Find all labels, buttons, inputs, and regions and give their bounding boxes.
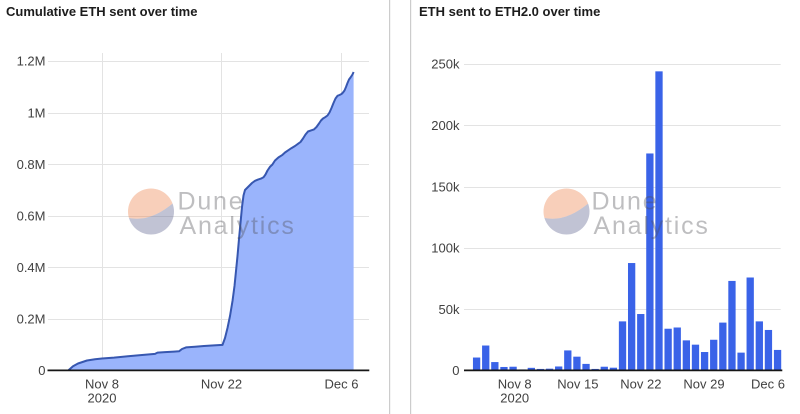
svg-text:Nov 29: Nov 29 [683,377,724,392]
svg-text:0: 0 [452,363,459,378]
svg-text:Nov 8: Nov 8 [85,377,119,392]
svg-text:Analytics: Analytics [594,212,710,240]
svg-text:2020: 2020 [88,391,117,406]
svg-text:2020: 2020 [500,391,529,406]
svg-text:1.2M: 1.2M [17,54,46,69]
svg-text:Dune: Dune [178,188,245,216]
svg-text:Dec 6: Dec 6 [325,377,359,392]
svg-text:0.8M: 0.8M [17,157,46,172]
svg-text:0: 0 [38,363,45,378]
svg-text:Nov 22: Nov 22 [201,377,242,392]
svg-text:0.4M: 0.4M [17,260,46,275]
svg-text:250k: 250k [431,57,460,72]
svg-text:ETH sent to ETH2.0 over time: ETH sent to ETH2.0 over time [419,4,600,19]
svg-text:0.2M: 0.2M [17,312,46,327]
svg-text:0.6M: 0.6M [17,209,46,224]
svg-text:Cumulative ETH sent over time: Cumulative ETH sent over time [6,4,197,19]
svg-text:100k: 100k [431,241,460,256]
svg-text:200k: 200k [431,118,460,133]
svg-text:Dune: Dune [592,188,659,216]
svg-text:Dec 6: Dec 6 [751,377,785,392]
svg-text:Nov 15: Nov 15 [557,377,598,392]
svg-text:1M: 1M [27,105,45,120]
svg-text:Nov 22: Nov 22 [620,377,661,392]
svg-text:Nov 8: Nov 8 [498,377,532,392]
svg-text:Analytics: Analytics [180,212,296,240]
svg-text:50k: 50k [439,302,460,317]
svg-text:150k: 150k [431,179,460,194]
